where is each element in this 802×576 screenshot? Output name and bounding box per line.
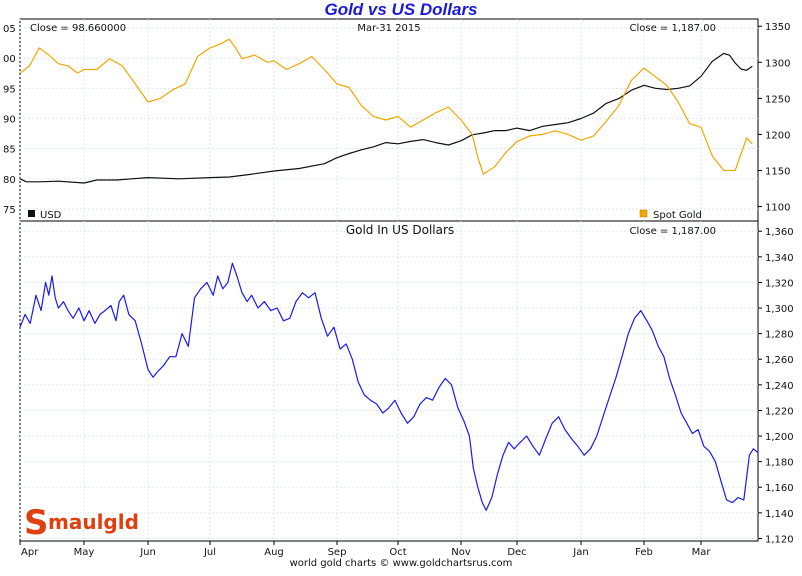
- top-left-tick-label: 75: [3, 205, 16, 216]
- x-tick-label: May: [74, 547, 95, 558]
- x-tick-label: Dec: [507, 547, 526, 558]
- top-left-tick-label: 95: [3, 84, 16, 95]
- x-tick-label: Apr: [21, 547, 39, 558]
- top-left-tick-label: 80: [3, 175, 16, 186]
- top-right-tick-label: 1300: [765, 58, 790, 69]
- legend-usd: USD: [28, 210, 62, 221]
- legend-gold: Spot Gold: [639, 209, 702, 221]
- x-tick-label: Nov: [451, 547, 471, 558]
- bottom-right-tick-label: 1,260: [765, 355, 794, 366]
- top-left-axis: 05 00 95 90 85 80 75: [3, 24, 16, 216]
- top-series: [19, 38, 753, 184]
- bottom-right-tick-label: 1,120: [765, 534, 794, 545]
- bottom-right-axis: 1,360 1,340 1,320 1,300 1,280 1,260 1,240 1,220…: [758, 227, 794, 545]
- chart-title: Gold vs US Dollars: [324, 0, 477, 19]
- x-tick-label: Sep: [328, 547, 347, 558]
- bottom-right-tick-label: 1,140: [765, 509, 794, 520]
- x-tick-label: Oct: [389, 547, 406, 558]
- top-right-tick-label: 1200: [765, 130, 790, 141]
- bottom-right-tick-label: 1,220: [765, 406, 794, 417]
- x-tick-label: Jun: [139, 547, 156, 558]
- logo-text: maulgld: [48, 510, 139, 534]
- bottom-right-tick-label: 1,320: [765, 278, 794, 289]
- bottom-right-tick-label: 1,300: [765, 304, 794, 315]
- x-tick-label: Jan: [572, 547, 588, 558]
- x-tick-label: Jul: [203, 547, 216, 558]
- footer-credit: world gold charts © www.goldchartsrus.co…: [290, 558, 513, 569]
- series-line-gold-usd: [19, 262, 759, 511]
- bottom-series: [19, 262, 759, 511]
- bottom-right-tick-label: 1,200: [765, 432, 794, 443]
- top-plot-frame: [19, 18, 759, 222]
- x-axis: Apr May Jun Jul Aug Sep Oct Nov Dec Jan Feb Mar: [19, 541, 712, 558]
- top-panel: Close = 98.660000 Mar-31 2015 Close = 1,…: [3, 18, 790, 222]
- legend-gold-label: Spot Gold: [653, 210, 702, 221]
- top-left-tick-label: 90: [3, 114, 16, 125]
- bottom-right-tick-label: 1,340: [765, 253, 794, 264]
- top-right-tick-label: 1250: [765, 94, 790, 105]
- top-header-right: Close = 1,187.00: [629, 23, 716, 34]
- top-left-tick-label: 85: [3, 145, 16, 156]
- bottom-right-tick-label: 1,240: [765, 381, 794, 392]
- bottom-right-tick-label: 1,180: [765, 458, 794, 469]
- bottom-right-tick-label: 1,160: [765, 483, 794, 494]
- bottom-title: Gold In US Dollars: [346, 223, 454, 237]
- top-header-center: Mar-31 2015: [357, 23, 420, 34]
- x-tick-label: Mar: [692, 547, 712, 558]
- top-header-left: Close = 98.660000: [30, 23, 126, 34]
- top-right-axis: 1350 1300 1250 1200 1150 1100: [758, 22, 790, 214]
- bottom-grid: [19, 221, 758, 541]
- bottom-right-tick-label: 1,360: [765, 227, 794, 238]
- top-right-tick-label: 1150: [765, 167, 790, 178]
- x-tick-label: Aug: [264, 547, 284, 558]
- series-line-spot-gold: [19, 38, 753, 175]
- logo-s: S: [24, 503, 49, 543]
- top-left-tick-label: 00: [3, 54, 16, 65]
- bottom-panel: Gold In US Dollars Close = 1,187.00 1,36…: [19, 220, 794, 558]
- bottom-plot-frame: [19, 220, 759, 542]
- bottom-right-tick-label: 1,280: [765, 330, 794, 341]
- top-left-tick-label: 05: [3, 24, 16, 35]
- legend-gold-swatch: [639, 209, 648, 218]
- legend-usd-label: USD: [40, 210, 62, 221]
- top-right-tick-label: 1100: [765, 203, 790, 214]
- top-right-tick-label: 1350: [765, 22, 790, 33]
- logo: S maulgld: [24, 503, 139, 543]
- bottom-header-right: Close = 1,187.00: [629, 226, 716, 237]
- legend-usd-swatch: [28, 210, 35, 217]
- x-tick-label: Feb: [635, 547, 653, 558]
